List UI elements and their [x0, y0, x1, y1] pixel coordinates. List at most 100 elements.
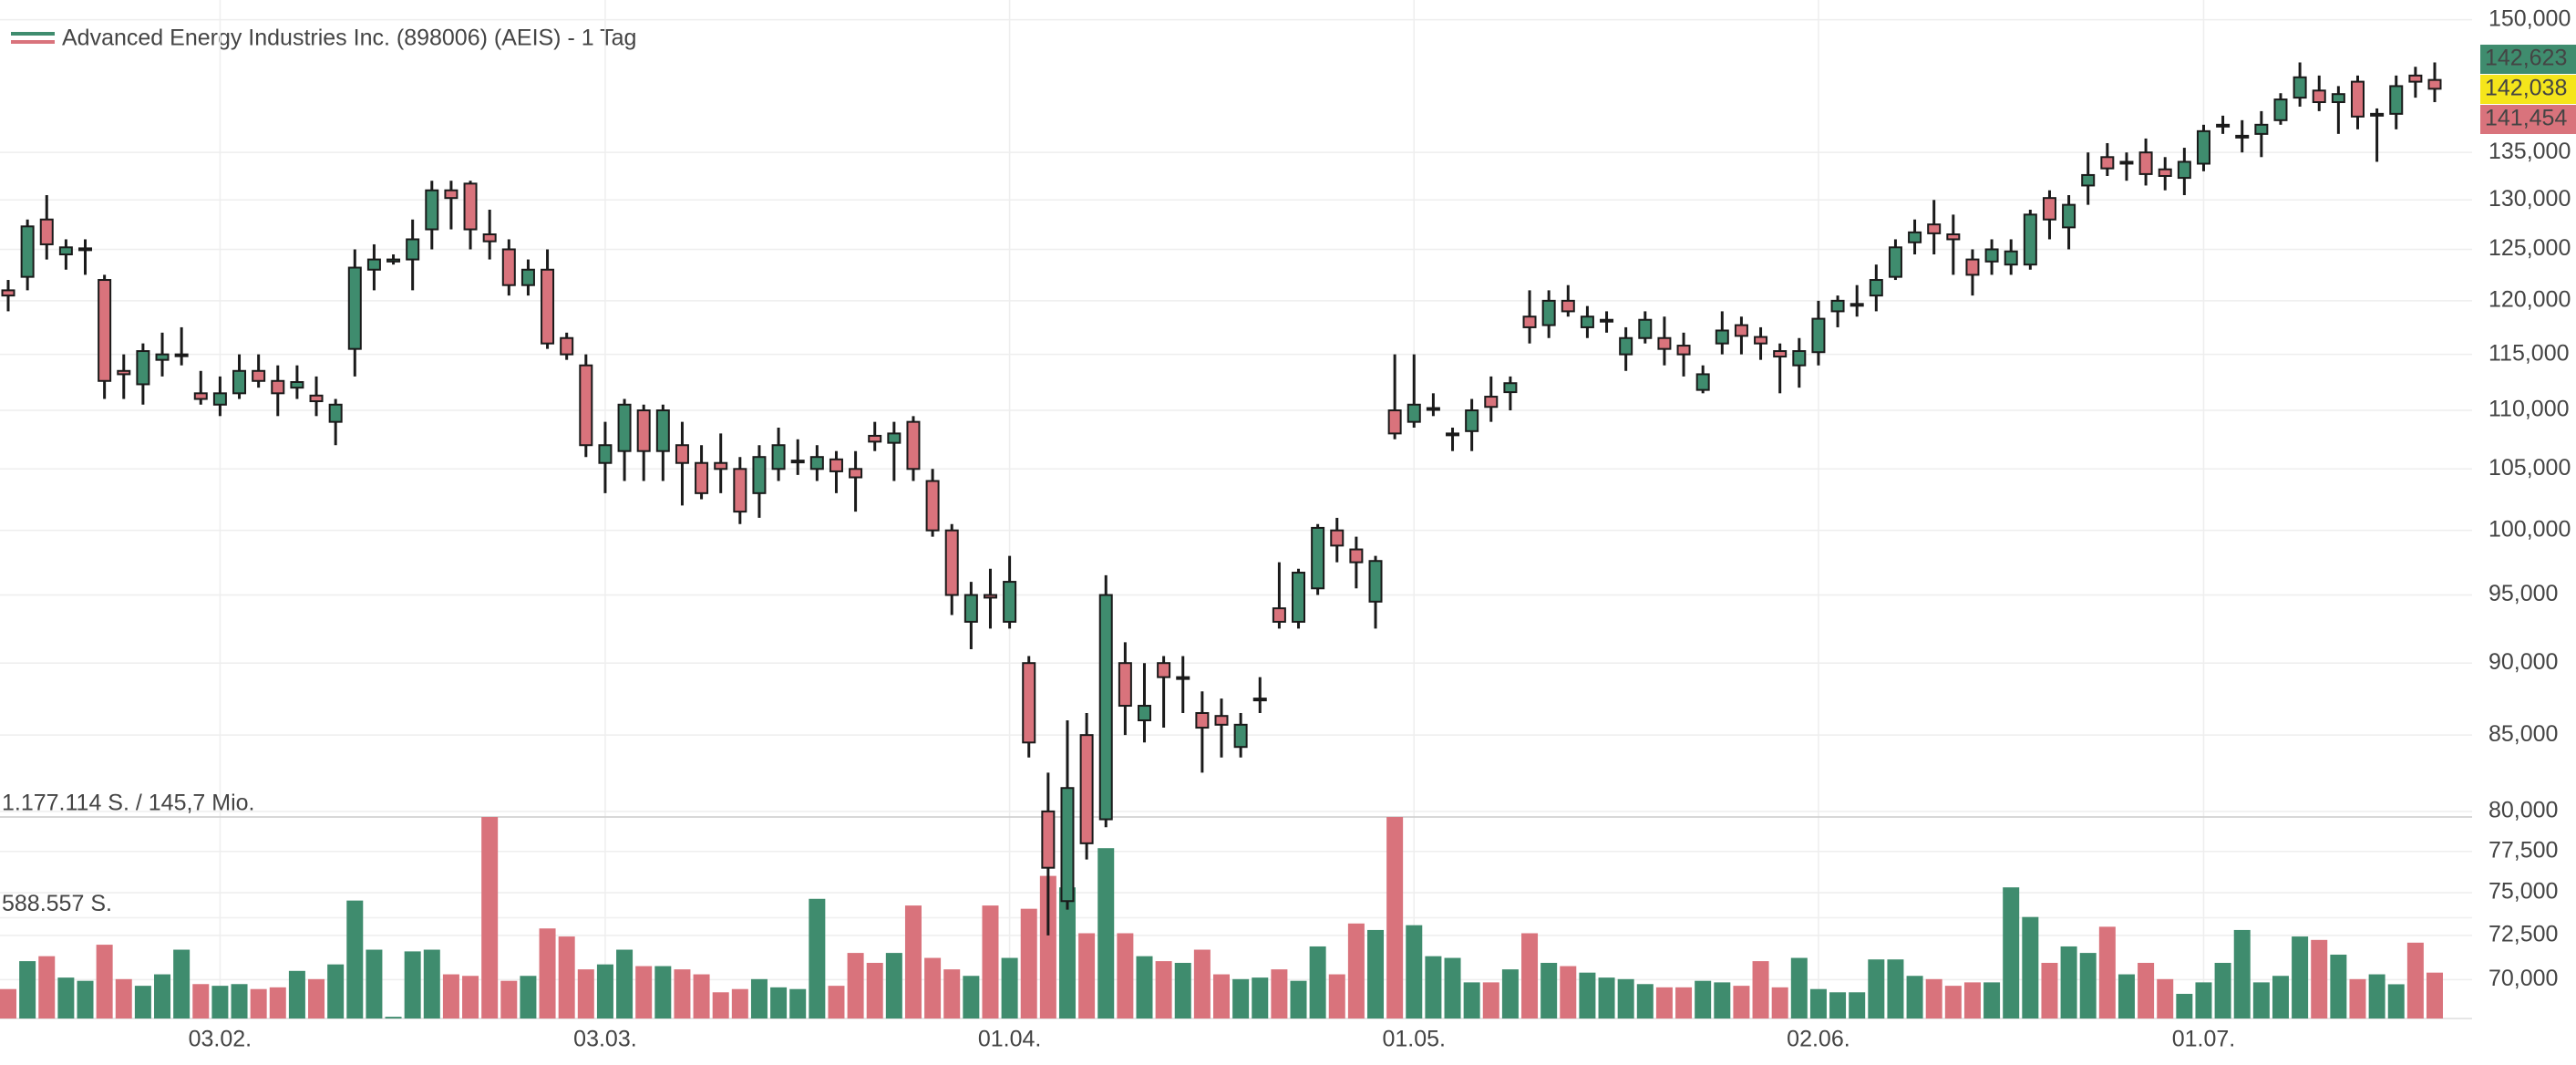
volume-bar — [539, 928, 556, 1018]
volume-bar — [1193, 949, 1211, 1018]
volume-bar — [404, 951, 421, 1018]
price-badge-label: 142,623 — [2485, 46, 2567, 71]
candle-body — [2004, 250, 2018, 266]
volume-bar — [250, 988, 267, 1018]
y-tick-label: 85,000 — [2488, 721, 2558, 747]
volume-bar — [1829, 992, 1847, 1018]
volume-bar — [1849, 992, 1866, 1018]
x-tick-label: 03.02. — [189, 1027, 252, 1052]
candle-body — [1676, 345, 1691, 356]
candle-body — [232, 369, 247, 395]
candle-body — [501, 248, 516, 286]
candle-body — [1, 289, 15, 297]
candle-body — [252, 369, 266, 382]
candle-body — [58, 246, 73, 256]
volume-bar — [1058, 887, 1076, 1018]
y-tick-label: 105,000 — [2488, 455, 2571, 481]
candle-body — [174, 353, 189, 357]
volume-bar — [1136, 956, 1153, 1018]
candle-body — [366, 258, 381, 271]
volume-bar — [366, 949, 383, 1018]
candle-body — [2196, 129, 2210, 165]
volume-bar — [1771, 987, 1788, 1018]
volume-bar — [1213, 974, 1230, 1018]
candle-body — [868, 434, 882, 443]
candle-body — [733, 468, 747, 513]
volume-bar — [1367, 929, 1385, 1018]
candle-body — [1773, 350, 1788, 358]
candle-body — [1850, 303, 1864, 307]
volume-bar — [38, 956, 56, 1018]
volume-bar — [712, 992, 729, 1018]
volume-bar — [1097, 848, 1115, 1018]
volume-bar — [1444, 957, 1461, 1018]
volume-bar — [2041, 962, 2058, 1018]
candle-body — [829, 458, 843, 472]
candle-body — [2062, 203, 2076, 229]
price-badge — [2480, 45, 2576, 74]
volume-bar — [346, 900, 364, 1018]
candle-body — [193, 392, 208, 400]
volume-bar — [770, 987, 788, 1018]
candle-body — [2081, 173, 2096, 187]
candle-body — [1869, 279, 1883, 297]
candle-body — [2389, 85, 2404, 115]
candle-body — [2273, 98, 2288, 121]
candle-body — [1541, 299, 1556, 326]
volume-bar — [154, 974, 171, 1018]
candle-body — [1426, 407, 1440, 411]
volume-bar — [0, 988, 16, 1018]
candle-body — [963, 594, 978, 623]
candle-body — [790, 460, 805, 464]
candle-body — [2331, 93, 2345, 104]
volume-bar — [1078, 933, 1096, 1018]
volume-bar — [1809, 988, 1827, 1018]
candle-body — [560, 336, 574, 356]
candle-body — [1484, 396, 1499, 408]
y-tick-label: 110,000 — [2488, 397, 2570, 422]
candle-body — [655, 409, 670, 452]
candle-body — [117, 369, 131, 376]
volume-bar — [693, 974, 710, 1018]
candle-body — [1522, 315, 1537, 328]
volume-bar — [1984, 982, 2001, 1018]
volume-bar — [1252, 977, 1269, 1018]
volume-bar — [1560, 966, 1577, 1018]
volume-bar — [1117, 933, 1134, 1018]
y-tick-label: 77,500 — [2488, 837, 2558, 863]
candle-body — [136, 350, 150, 386]
candle-body — [386, 258, 401, 263]
volume-bar — [2311, 939, 2328, 1018]
candle-body — [771, 444, 786, 470]
candle-body — [2350, 80, 2365, 118]
volume-tick-label: 588.557 S. — [2, 891, 112, 916]
volume-bar — [2003, 887, 2020, 1018]
candle-body — [347, 266, 362, 350]
y-tick-label: 80,000 — [2488, 797, 2558, 822]
volume-bar — [1020, 908, 1037, 1018]
volume-bar — [1579, 972, 1596, 1018]
candle-body — [1311, 526, 1325, 590]
candle-body — [520, 268, 535, 286]
volume-bar — [943, 969, 961, 1018]
price-badge-label: 141,454 — [2485, 106, 2567, 131]
volume-bar — [1636, 984, 1654, 1018]
candle-body — [1465, 409, 1479, 432]
volume-bar — [2157, 978, 2174, 1018]
candle-body — [925, 480, 940, 532]
y-tick-label: 72,500 — [2488, 921, 2558, 946]
candle-body — [444, 189, 459, 200]
candle-body — [406, 238, 420, 261]
candle-body — [1734, 324, 1748, 337]
volume-bar — [1906, 976, 1923, 1018]
y-tick-label: 125,000 — [2488, 235, 2571, 261]
volume-bar — [924, 957, 942, 1018]
candle-body — [1368, 560, 1383, 603]
candle-body — [1406, 403, 1421, 423]
volume-bar — [77, 980, 94, 1018]
candle-body — [849, 468, 863, 479]
volume-bar — [654, 966, 672, 1018]
volume-bar — [2195, 982, 2212, 1018]
volume-bar — [1309, 946, 1326, 1018]
